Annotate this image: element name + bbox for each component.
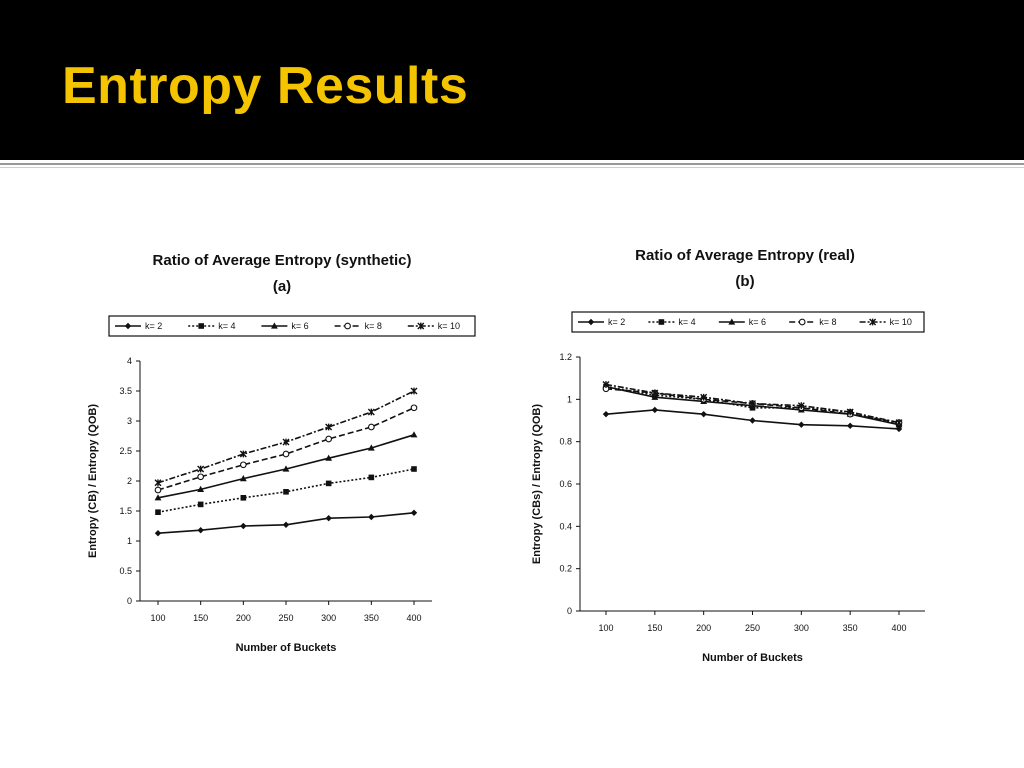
data-point [410, 387, 418, 395]
legend-box [108, 315, 476, 337]
x-tick-label: 100 [150, 613, 165, 623]
data-point [367, 423, 375, 431]
x-tick-label: 400 [406, 613, 421, 623]
data-point [197, 465, 205, 473]
data-point [154, 486, 162, 494]
data-point [368, 513, 375, 521]
data-point [239, 461, 247, 469]
y-tick-label: 3 [127, 416, 132, 426]
data-point [282, 465, 290, 472]
slide-title: Entropy Results [62, 57, 469, 115]
x-tick-label: 250 [278, 613, 293, 623]
y-tick-label: 4 [127, 356, 132, 366]
x-tick-label: 350 [364, 613, 379, 623]
chart-group: Ratio of Average Entropy (synthetic) (a) k… [87, 252, 476, 654]
legend-label: k= 10 [438, 321, 460, 331]
y-tick-label: 2.5 [119, 446, 132, 456]
data-point [197, 473, 205, 481]
data-point [154, 479, 162, 487]
x-tick-label: 150 [193, 613, 208, 623]
y-tick-label: 0 [127, 596, 132, 606]
legend-marker [198, 323, 204, 329]
data-point [325, 454, 333, 461]
data-point [410, 509, 418, 516]
data-point [411, 466, 417, 472]
data-point [197, 485, 205, 492]
data-point [282, 521, 290, 528]
data-point [410, 404, 418, 412]
data-point [325, 515, 332, 522]
y-tick-label: 2 [127, 476, 132, 486]
legend-marker [124, 322, 132, 330]
data-point [325, 480, 332, 487]
legend-marker [271, 322, 278, 329]
data-point [154, 494, 162, 501]
data-point [283, 489, 289, 495]
x-tick-label: 300 [321, 613, 336, 623]
data-point [325, 435, 333, 443]
legend-label: k= 8 [365, 321, 382, 331]
data-point [368, 474, 375, 481]
data-point [282, 450, 290, 458]
data-point [410, 431, 418, 438]
y-tick-label: 3.5 [119, 386, 132, 396]
data-point [155, 509, 161, 515]
data-point [325, 423, 333, 431]
data-point [154, 530, 162, 537]
x-tick-label: 200 [236, 613, 251, 623]
data-point [239, 475, 247, 482]
data-point [240, 522, 247, 530]
data-point [282, 438, 290, 446]
chart-title: Ratio of Average Entropy (synthetic) [153, 252, 412, 269]
data-point [239, 450, 247, 458]
divider-line-thin [0, 167, 1024, 168]
y-axis-label: Entropy (CB) / Entropy (QOB) [87, 404, 99, 558]
legend-label: k= 2 [145, 321, 162, 331]
y-tick-label: 0.5 [119, 566, 132, 576]
series-line-4 [157, 407, 415, 491]
data-point [240, 495, 247, 501]
data-point [197, 527, 204, 534]
x-axis-label: Number of Buckets [236, 642, 337, 654]
legend-label: k= 4 [218, 321, 235, 331]
legend-marker [417, 322, 425, 330]
legend-marker [344, 322, 351, 330]
legend-label: k= 6 [291, 321, 308, 331]
data-point [197, 501, 204, 508]
chart-subtitle: (a) [273, 278, 291, 295]
data-point [367, 444, 375, 451]
y-tick-label: 1.5 [119, 506, 132, 516]
data-point [367, 408, 375, 416]
y-tick-label: 1 [127, 536, 132, 546]
divider-line [0, 163, 1024, 165]
title-bar: Entropy Results [0, 0, 1024, 160]
